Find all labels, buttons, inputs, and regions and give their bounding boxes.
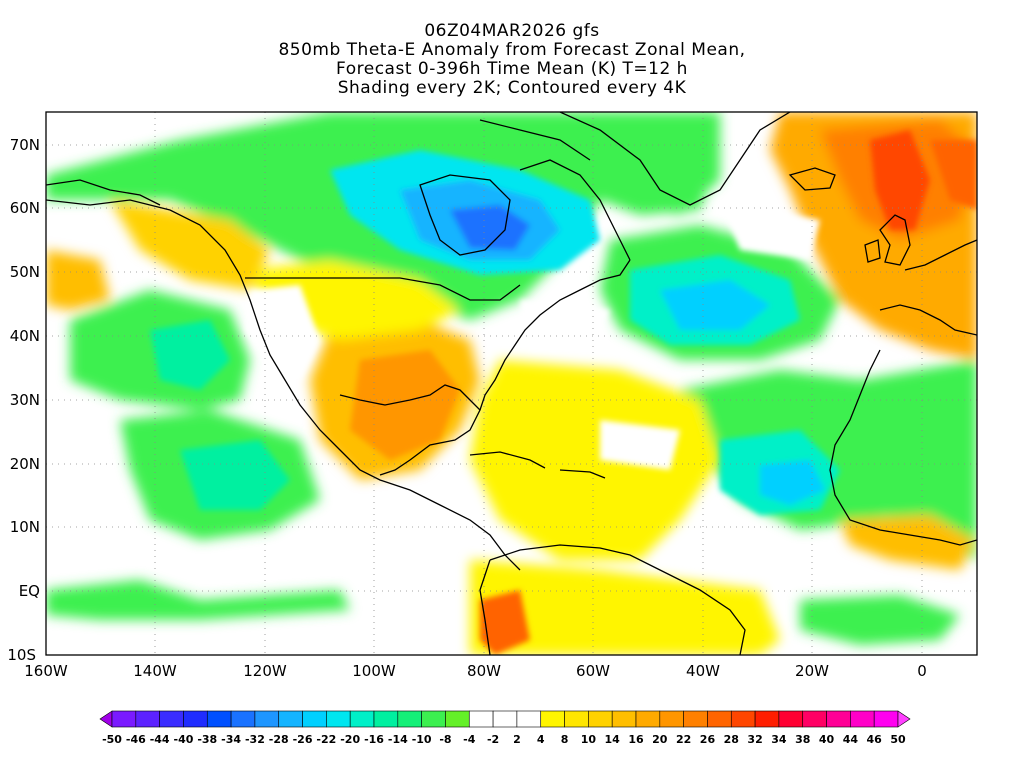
colorbar-swatch [468, 710, 494, 728]
colorbar-swatch [492, 710, 518, 728]
colorbar [99, 710, 911, 728]
colorbar-label: 16 [628, 733, 644, 746]
lat-label-60n: 60N [9, 199, 40, 217]
colorbar-swatch [588, 710, 613, 728]
colorbar-swatch [159, 710, 184, 728]
title-line-3: Forecast 0-396h Time Mean (K) T=12 h [336, 59, 688, 79]
colorbar-swatch [802, 710, 827, 728]
colorbar-label: 2 [513, 733, 521, 746]
colorbar-swatch [873, 710, 899, 728]
colorbar-label: 34 [771, 733, 787, 746]
colorbar-label: -14 [387, 733, 408, 746]
colorbar-arrow-right [897, 710, 911, 728]
colorbar-label: 20 [652, 733, 668, 746]
colorbar-label: 38 [795, 733, 811, 746]
lon-label-80w: 80W [467, 662, 501, 680]
colorbar-swatch [397, 710, 422, 728]
colorbar-swatch [826, 710, 851, 728]
lat-label-30n: 30N [9, 391, 40, 409]
colorbar-label: -22 [316, 733, 337, 746]
lon-label-160w: 160W [24, 662, 68, 680]
lon-label-120w: 120W [243, 662, 287, 680]
colorbar-swatch [302, 710, 327, 728]
colorbar-label: -10 [411, 733, 432, 746]
colorbar-label: -8 [439, 733, 452, 746]
lon-label-0: 0 [917, 662, 927, 680]
colorbar-swatch [421, 710, 446, 728]
colorbar-label: -2 [486, 733, 500, 746]
colorbar-label: 10 [580, 733, 597, 746]
colorbar-swatch [659, 710, 684, 728]
shading-layer [46, 112, 977, 655]
colorbar-label: 22 [675, 733, 692, 746]
lat-label-10n: 10N [9, 518, 40, 536]
colorbar-swatch [326, 710, 351, 728]
lat-label-10s: 10S [7, 646, 36, 664]
colorbar-label: 50 [890, 733, 906, 746]
colorbar-label: -26 [292, 733, 313, 746]
lat-label-40n: 40N [9, 327, 40, 345]
lat-label-50n: 50N [9, 263, 40, 281]
colorbar-swatch [850, 710, 875, 728]
colorbar-swatch [611, 710, 637, 728]
lat-label-eq: EQ [18, 582, 40, 600]
colorbar-label: -16 [364, 733, 384, 746]
colorbar-arrow-left [99, 710, 113, 728]
lon-label-100w: 100W [352, 662, 396, 680]
colorbar-label: 44 [842, 733, 859, 746]
colorbar-swatch [778, 710, 804, 728]
colorbar-swatch [730, 710, 756, 728]
colorbar-swatch [635, 710, 661, 728]
colorbar-label: 26 [699, 733, 716, 746]
coastlines [46, 112, 977, 655]
colorbar-swatch [183, 710, 208, 728]
colorbar-label: -40 [173, 733, 194, 746]
colorbar-swatch [683, 710, 708, 728]
colorbar-swatch [445, 710, 470, 728]
title-line-2: 850mb Theta-E Anomaly from Forecast Zona… [278, 40, 746, 60]
lon-label-20w: 20W [795, 662, 829, 680]
title-line-4: Shading every 2K; Contoured every 4K [337, 78, 687, 98]
colorbar-label: 40 [818, 733, 835, 746]
colorbar-label: -28 [268, 733, 289, 746]
colorbar-swatch [540, 710, 565, 728]
colorbar-label: -50 [102, 733, 122, 746]
plot-title: 06Z04MAR2026 gfs 850mb Theta-E Anomaly f… [0, 22, 1024, 98]
colorbar-swatch [135, 710, 160, 728]
colorbar-label: -20 [340, 733, 361, 746]
lat-label-70n: 70N [9, 136, 40, 154]
title-line-1: 06Z04MAR2026 gfs [424, 21, 600, 41]
colorbar-swatch [754, 710, 780, 728]
colorbar-label: 28 [723, 733, 739, 746]
colorbar-label: 46 [866, 733, 882, 746]
lon-label-40w: 40W [686, 662, 720, 680]
lon-label-140w: 140W [133, 662, 177, 680]
colorbar-label: -44 [149, 733, 170, 746]
colorbar-label: -38 [197, 733, 218, 746]
colorbar-label: 14 [604, 733, 620, 746]
colorbar-swatch [373, 710, 399, 728]
lat-label-20n: 20N [9, 455, 40, 473]
colorbar-swatch [111, 710, 137, 728]
colorbar-label: 32 [747, 733, 763, 746]
colorbar-label: 4 [536, 733, 545, 746]
colorbar-swatch [564, 710, 589, 728]
colorbar-swatch [230, 710, 256, 728]
colorbar-swatch [516, 710, 542, 728]
colorbar-swatch [707, 710, 732, 728]
colorbar-swatch [278, 710, 303, 728]
map-frame [45, 111, 978, 656]
colorbar-label: -4 [463, 733, 476, 746]
colorbar-label: -34 [221, 733, 242, 746]
lon-label-60w: 60W [576, 662, 610, 680]
colorbar-swatch [254, 710, 280, 728]
colorbar-label: -46 [125, 733, 146, 746]
colorbar-swatch [206, 710, 232, 728]
colorbar-label: -32 [244, 733, 265, 746]
colorbar-label: 8 [560, 733, 569, 746]
colorbar-swatch [349, 710, 375, 728]
